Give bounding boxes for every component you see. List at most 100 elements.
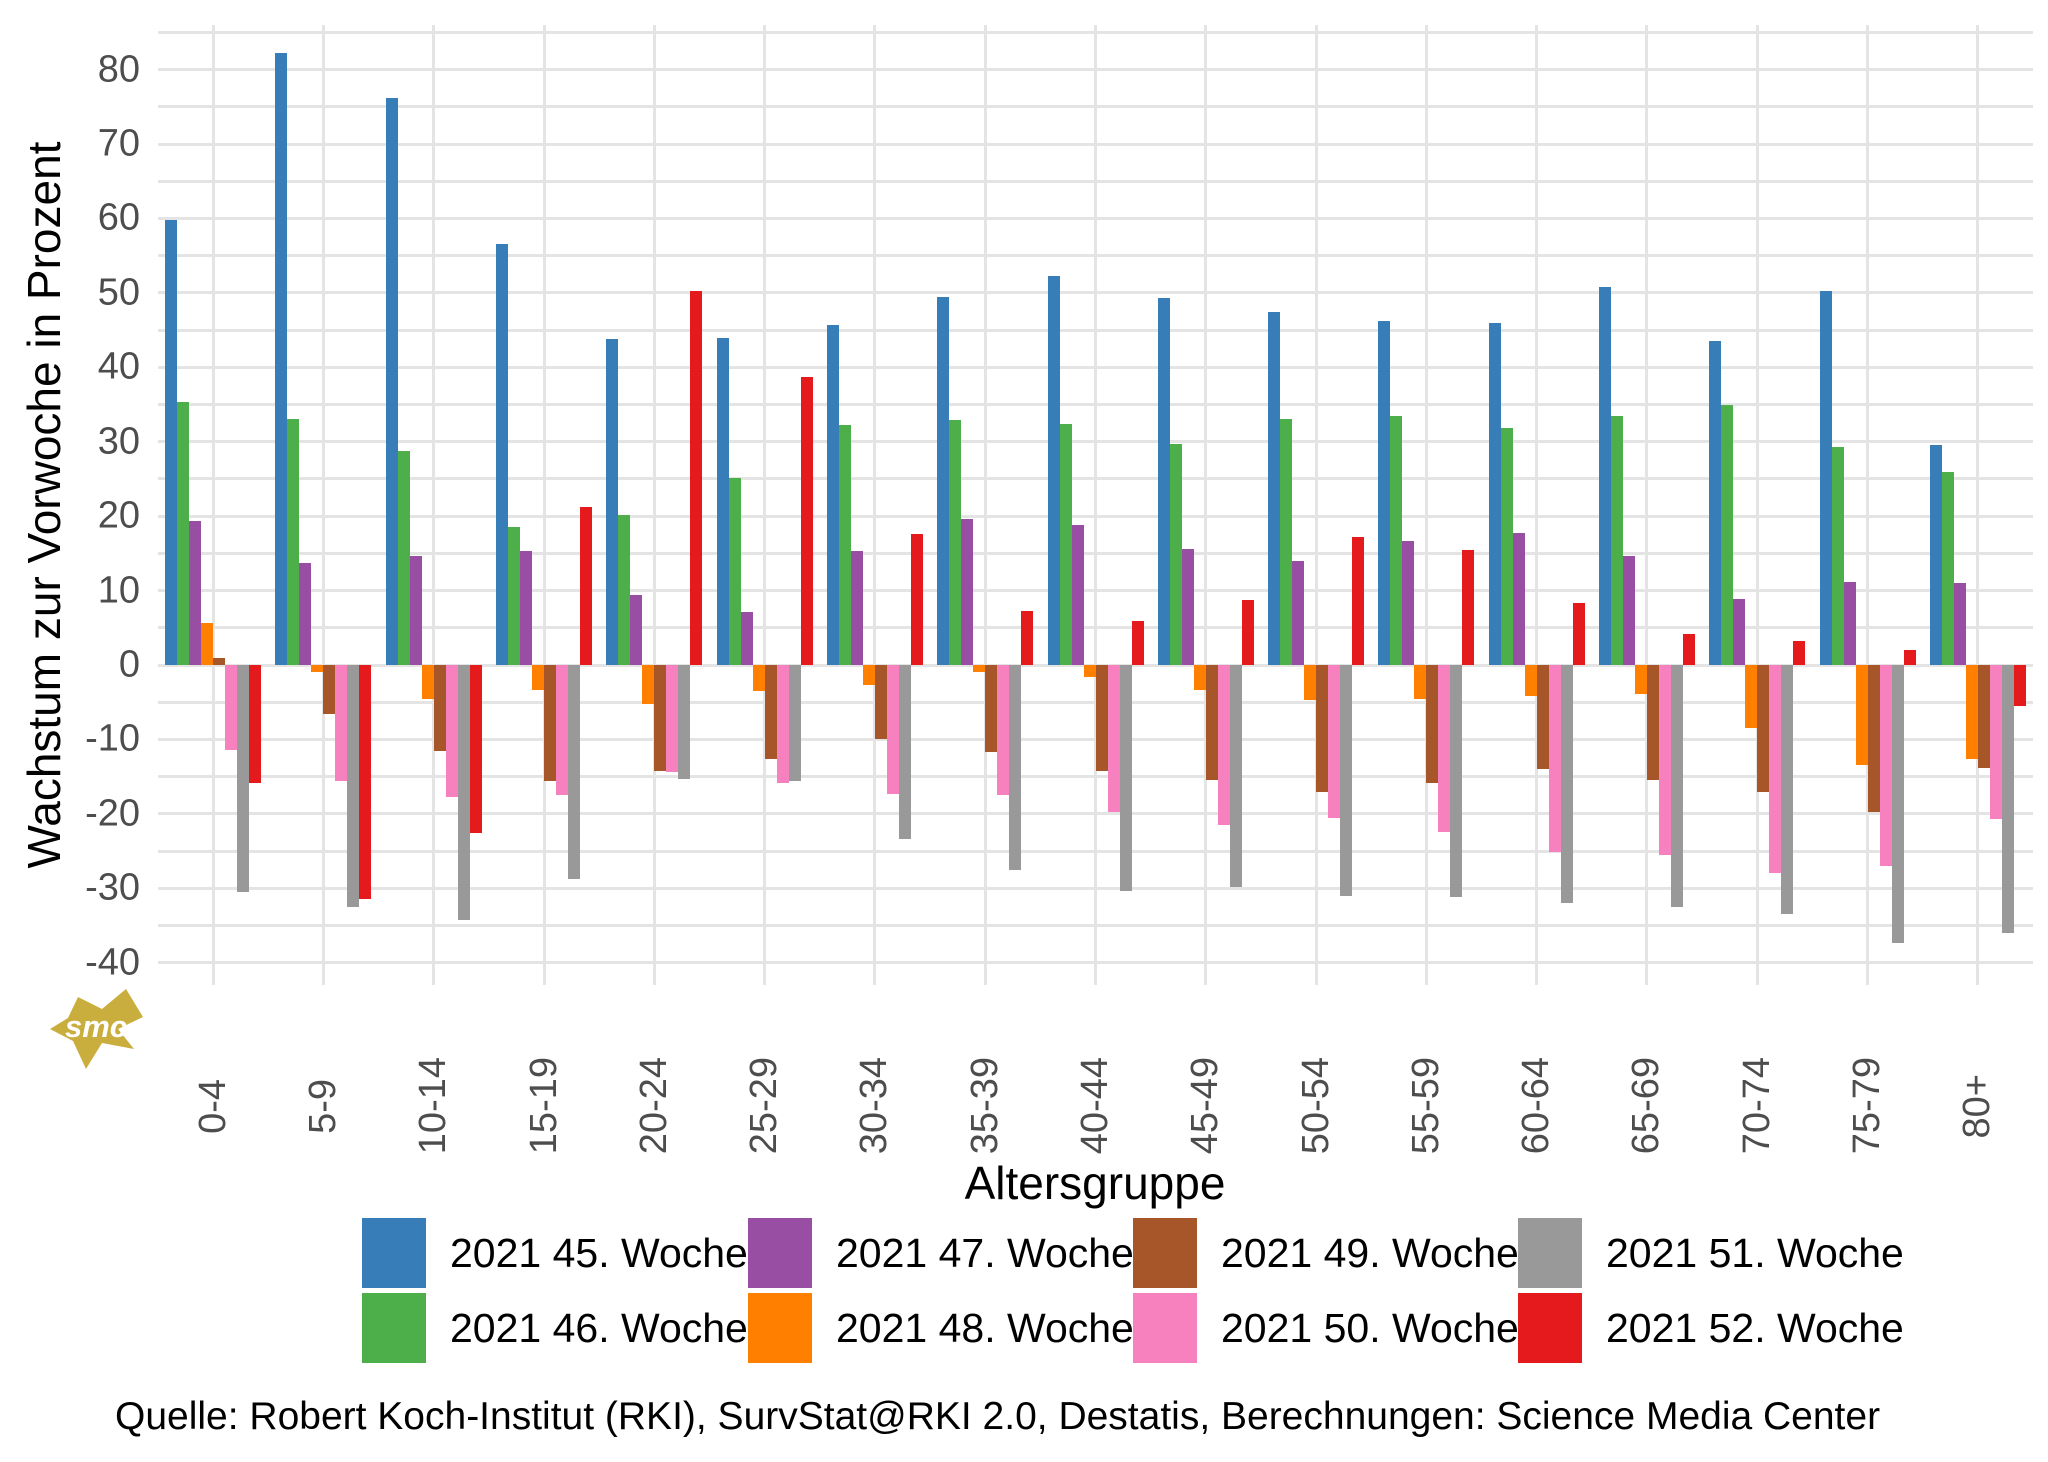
x-axis-title: Altersgruppe [964,1157,1226,1209]
bar [1819,290,1832,665]
x-tick-label: 60-64 [1482,992,1592,1220]
x-tick-label: 65-69 [1592,992,1702,1220]
bar [1572,603,1585,665]
smc-logo: smc [50,989,143,1069]
x-tick-label-text: 75-79 [1846,1057,1889,1155]
bar [1095,665,1108,771]
bar [618,515,631,665]
x-tick-label-text: 60-64 [1515,1057,1558,1155]
legend-key [748,1218,812,1288]
bar [1977,665,1990,769]
legend-key [362,1293,426,1363]
x-tick-label-text: 35-39 [963,1057,1006,1155]
bar [1131,621,1144,665]
bar [1989,665,2002,820]
bar [1193,665,1206,690]
y-tick-label: -40 [85,941,140,984]
gridline-v [1645,25,1649,985]
x-tick-label: 55-59 [1371,992,1481,1220]
bar [580,507,593,665]
y-tick-label: 10 [97,569,140,612]
bar [1610,416,1623,665]
bar [716,338,729,665]
bar [1438,665,1451,832]
bar [1217,665,1230,825]
bar [1119,665,1132,892]
y-tick-label: 70 [97,122,140,165]
bar [1941,471,1954,665]
y-tick-label: 40 [97,345,140,388]
bar [1378,321,1391,665]
source-caption: Quelle: Robert Koch-Institut (RKI), Surv… [115,1395,1881,1438]
bar [997,665,1010,796]
gridline-v [1755,25,1759,985]
x-tick-label-text: 50-54 [1294,1057,1337,1155]
y-tick-label: -30 [85,866,140,909]
bar [1488,323,1501,665]
bar [1107,665,1120,813]
bar [937,297,950,665]
gridline-v [1424,25,1428,985]
legend-label: 2021 51. Woche [1606,1230,1904,1276]
bar [886,665,899,794]
gridline-v [1094,25,1097,985]
bar [1352,537,1365,665]
bar [1181,548,1194,665]
legend-label: 2021 45. Woche [450,1230,748,1276]
bar [568,665,581,879]
x-tick-label-text: 5-9 [301,1078,344,1134]
bar [496,243,509,665]
x-tick-label-text: 30-34 [853,1057,896,1155]
x-tick-label-text: 40-44 [1074,1057,1116,1155]
bar [764,665,777,759]
bar [433,665,446,751]
x-tick-label: 80+ [1923,992,2033,1220]
x-tick-label-text: 25-29 [743,1057,786,1155]
bar [1047,275,1060,665]
y-tick-label: 80 [97,48,140,91]
x-tick-label: 50-54 [1261,992,1371,1220]
legend-label: 2021 52. Woche [1606,1305,1904,1351]
x-tick-label-text: 45-49 [1184,1057,1227,1155]
bar [1646,665,1659,781]
bar [678,665,691,779]
gridline-v [1535,25,1539,985]
bar [1670,665,1683,907]
bar [800,377,813,665]
bar [630,595,643,665]
bar [961,519,974,665]
bar [409,556,422,665]
bar [1426,665,1439,783]
x-tick-label: 20-24 [599,992,709,1220]
bar [275,53,288,665]
bar [2013,665,2026,706]
gridline-v [542,25,546,985]
bar [311,665,324,672]
gridline-v [1866,25,1870,985]
bar [1083,665,1096,677]
y-tick-label: -20 [85,792,140,835]
bar [1831,446,1844,665]
bar [532,665,545,691]
bar [1500,428,1513,665]
bar [1622,555,1635,665]
bar [1598,286,1611,665]
bar [838,425,851,665]
bar [1781,665,1794,915]
x-tick-label: 25-29 [710,992,820,1220]
bar [1560,665,1573,904]
bar [1280,418,1293,665]
bar [1328,665,1341,818]
bar [556,665,569,796]
bar [666,665,679,773]
x-tick-label: 30-34 [820,992,930,1220]
bar [910,534,923,665]
bar [1241,600,1254,665]
bar [469,665,482,834]
bar [1512,532,1525,665]
bar [1524,665,1537,697]
bar [385,97,398,665]
bar [1462,550,1475,665]
bar [508,527,521,665]
